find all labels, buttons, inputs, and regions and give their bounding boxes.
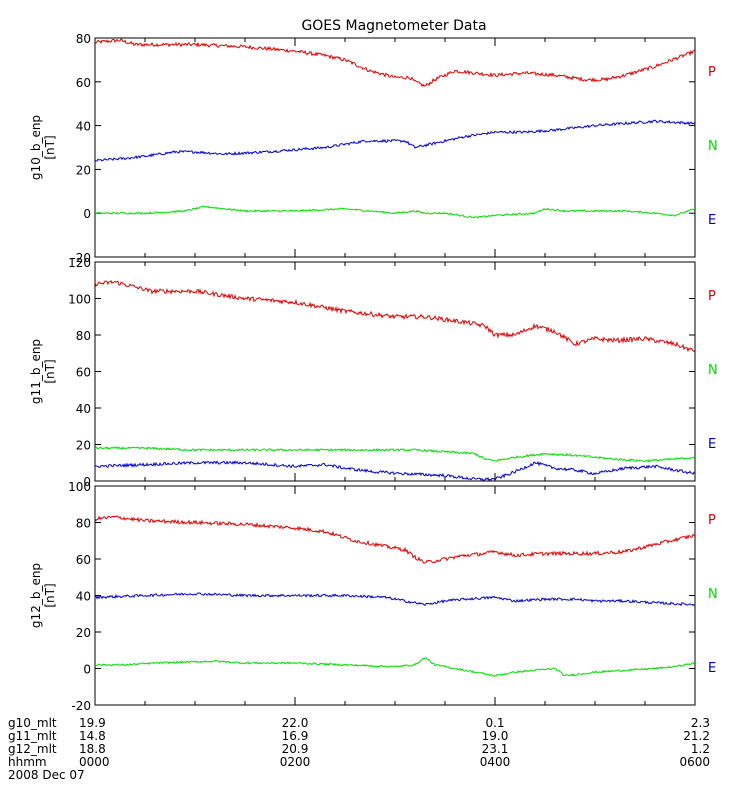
y-tick-label: 20: [76, 439, 91, 453]
time-row-value: 2.3: [691, 716, 710, 730]
panel-2: 0 20 40 60 80 100 120 g11_b_enp [nT] P N E: [29, 256, 718, 489]
y-tick-label: 0: [83, 207, 91, 221]
plot-frame: [94, 261, 696, 482]
time-row-value: 22.0: [282, 716, 309, 730]
y-axis-unit: [nT]: [43, 359, 57, 383]
time-row-value: 16.9: [282, 729, 309, 743]
legend-entry-N: N: [708, 139, 718, 154]
series-line-N: [95, 119, 695, 162]
y-axis-label: g12_b_enp: [29, 563, 43, 628]
y-axis-label: g10_b_enp: [29, 115, 43, 180]
legend-entry-E: E: [708, 213, 716, 228]
time-row-value: 0200: [280, 755, 311, 769]
panel-3: -20 0 20 40 60 80 100 g12_b_enp [nT] P N E: [29, 480, 718, 713]
y-tick-label: -20: [71, 699, 91, 713]
time-row-value: 0400: [480, 755, 511, 769]
plot-frame: [94, 37, 696, 258]
y-tick-label: 40: [76, 120, 91, 134]
y-tick-label: 20: [76, 163, 91, 177]
time-axis-table: g10_mlt 19.9 22.0 0.1 2.3 g11_mlt 14.8 16.9 19.0…: [8, 716, 710, 782]
y-tick-label: 120: [68, 256, 91, 270]
chart-title: GOES Magnetometer Data: [301, 18, 486, 34]
time-row-label: g11_mlt: [8, 729, 57, 743]
y-tick-label: 100: [68, 293, 91, 307]
legend-entry-P: P: [708, 65, 716, 80]
series-line-P: [95, 38, 695, 88]
time-row-label: g12_mlt: [8, 742, 57, 756]
y-tick-label: 60: [76, 76, 91, 90]
series-line-P: [95, 515, 695, 564]
legend-entry-E: E: [708, 661, 716, 676]
series-line-N: [95, 592, 695, 607]
series-line-N: [95, 446, 695, 463]
series-line-P: [95, 280, 695, 353]
legend-entry-N: N: [708, 587, 718, 602]
time-row-value: 18.8: [79, 742, 106, 756]
time-row-value: 0000: [79, 755, 110, 769]
y-tick-label: 80: [76, 32, 91, 46]
series-line-E: [95, 205, 695, 219]
legend-entry-E: E: [708, 437, 716, 452]
y-tick-label: 0: [83, 475, 91, 489]
y-tick-label: 100: [68, 480, 91, 494]
y-tick-label: 80: [76, 329, 91, 343]
time-row-value: 0.1: [485, 716, 504, 730]
legend-entry-P: P: [708, 289, 716, 304]
y-tick-label: -20: [71, 251, 91, 265]
time-row-value: 21.2: [683, 729, 710, 743]
time-row-value: 23.1: [482, 742, 509, 756]
plot-frame: [94, 485, 696, 706]
y-tick-label: 20: [76, 626, 91, 640]
y-tick-label: 60: [76, 366, 91, 380]
legend-entry-P: P: [708, 513, 716, 528]
time-row-label: g10_mlt: [8, 716, 57, 730]
time-row-value: 0600: [679, 755, 710, 769]
time-row-value: 14.8: [79, 729, 106, 743]
y-tick-label: 60: [76, 553, 91, 567]
date-label: 2008 Dec 07: [8, 768, 85, 782]
time-row-value: 19.0: [482, 729, 509, 743]
y-axis-unit: [nT]: [43, 583, 57, 607]
series-line-E: [95, 460, 695, 481]
series-line-E: [95, 657, 695, 677]
time-row-value: 19.9: [79, 716, 106, 730]
y-tick-label: 40: [76, 590, 91, 604]
panel-1: -20 0 20 40 60 80 g10_b_enp [nT] P N E: [29, 32, 718, 265]
time-row-value: 1.2: [691, 742, 710, 756]
time-row-label: hhmm: [8, 755, 47, 769]
y-axis-unit: [nT]: [43, 135, 57, 159]
time-row-value: 20.9: [282, 742, 309, 756]
y-tick-label: 0: [83, 663, 91, 677]
y-tick-label: 40: [76, 402, 91, 416]
y-axis-label: g11_b_enp: [29, 339, 43, 404]
y-tick-label: 80: [76, 517, 91, 531]
legend-entry-N: N: [708, 363, 718, 378]
